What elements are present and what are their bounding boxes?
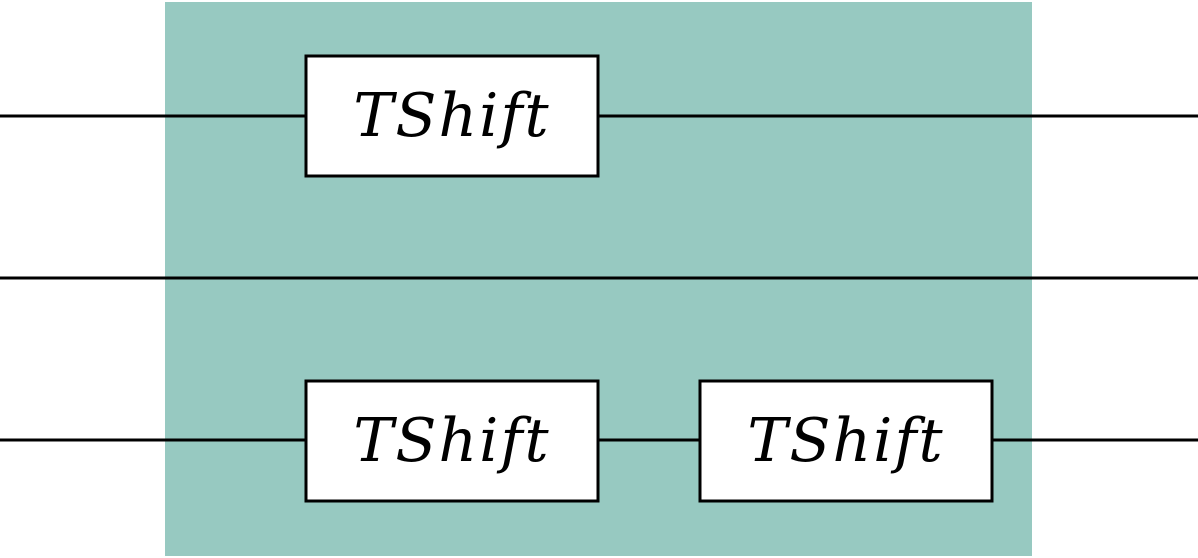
gate-tshift-3: TShift [698, 379, 994, 503]
gate-box [304, 54, 600, 178]
gate-box [698, 379, 994, 503]
gate-label: TShift [353, 406, 550, 476]
gate-box [304, 379, 600, 503]
gate-tshift-1: TShift [304, 54, 600, 178]
gate-label: TShift [747, 406, 944, 476]
gate-tshift-2: TShift [304, 379, 600, 503]
gate-label: TShift [353, 81, 550, 151]
